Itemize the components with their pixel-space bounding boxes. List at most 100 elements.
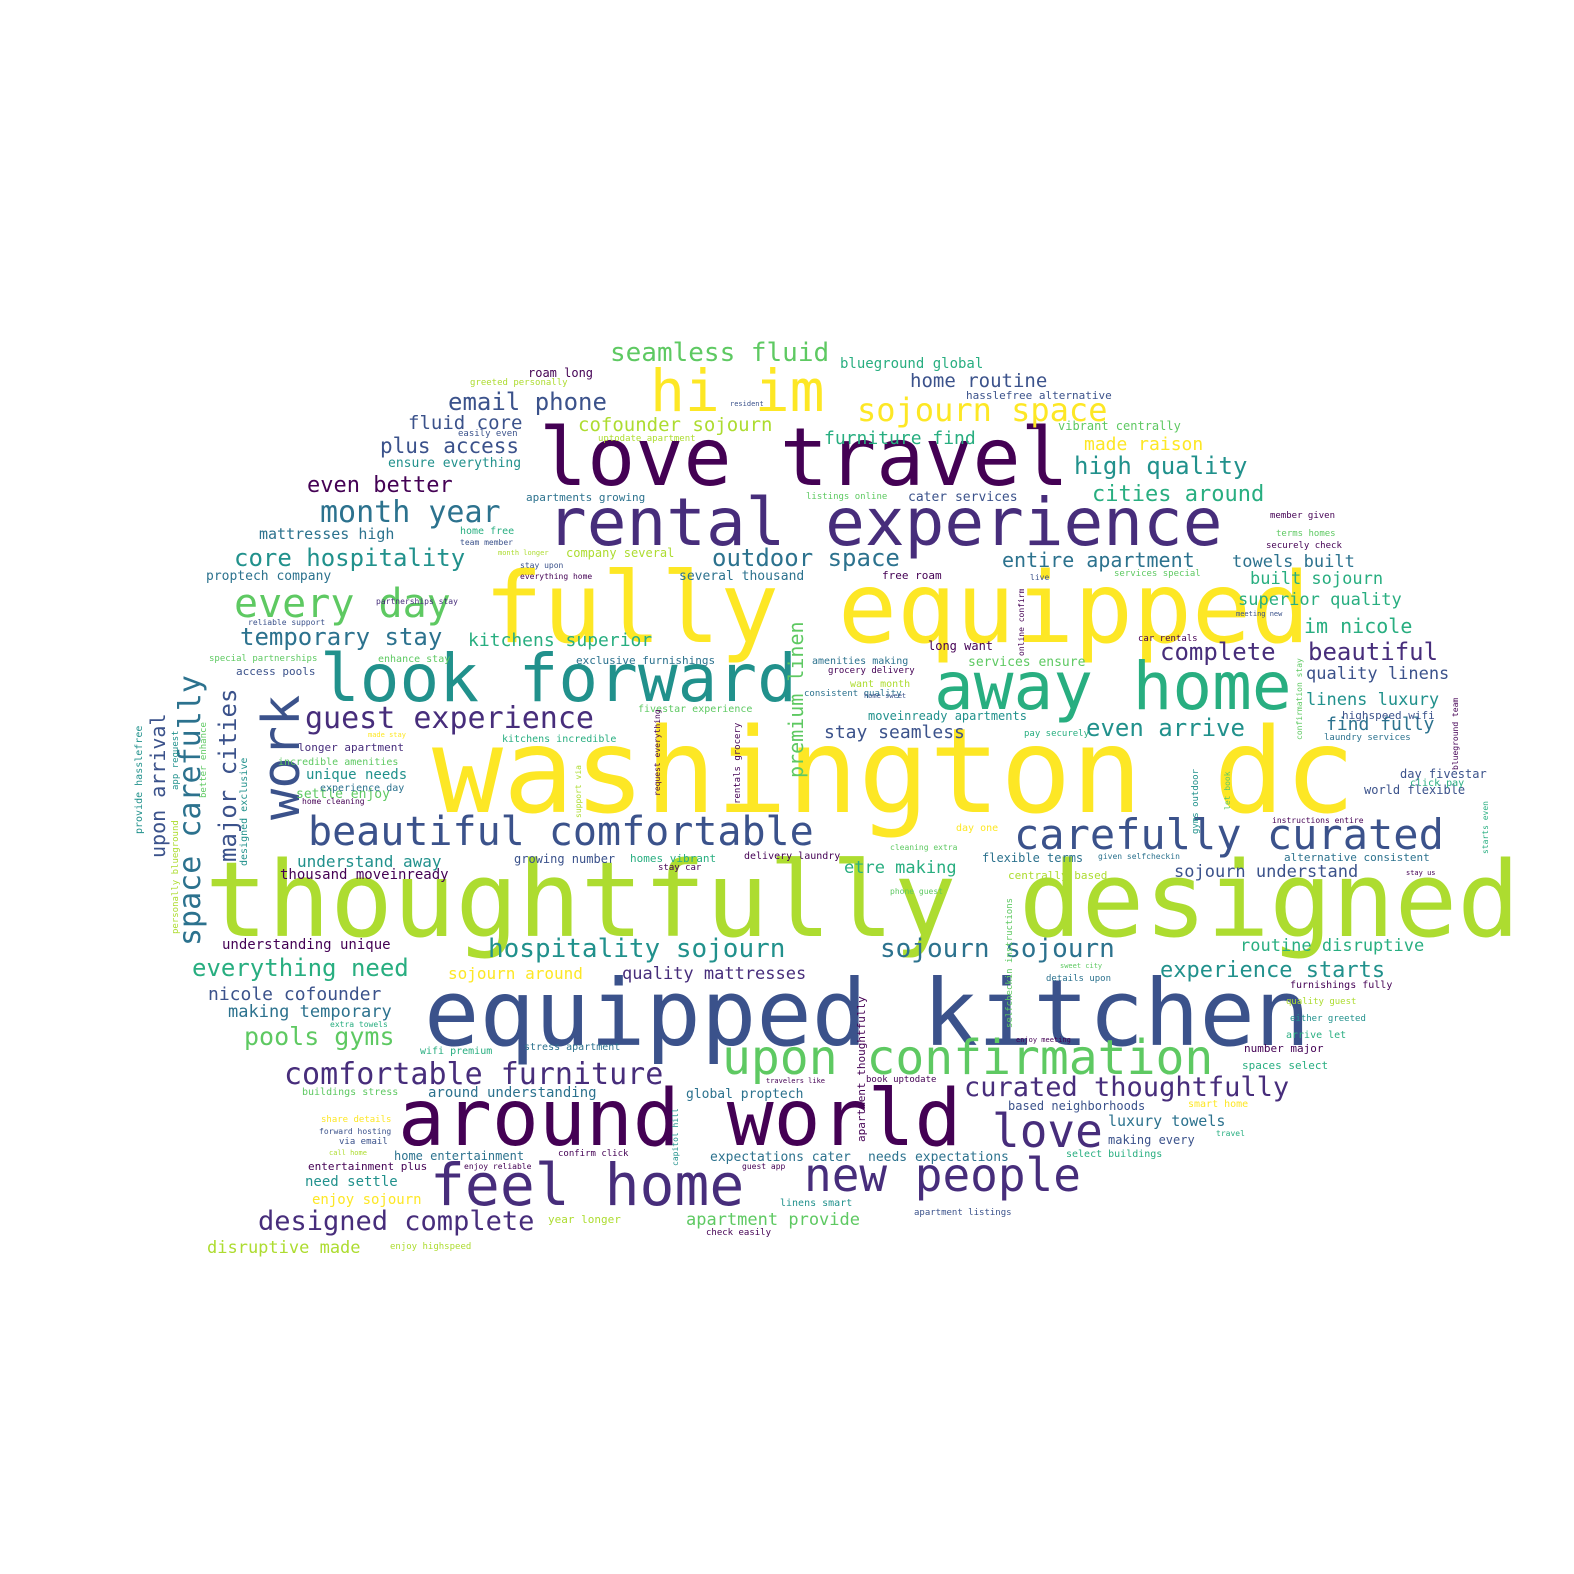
- word: enjoy meeting: [1016, 1036, 1071, 1044]
- word: making temporary: [228, 1002, 392, 1022]
- word: travel: [1216, 1129, 1245, 1138]
- word: delivery laundry: [744, 851, 841, 862]
- word: laundry services: [1324, 733, 1411, 743]
- word: enjoy highspeed: [390, 1242, 472, 1252]
- word: making every: [1108, 1133, 1195, 1147]
- word: access pools: [236, 665, 316, 678]
- word: made raison: [1084, 434, 1204, 455]
- word: comfortable furniture: [284, 1057, 664, 1092]
- word: enhance stay: [378, 654, 451, 665]
- word: washington dc: [432, 702, 1356, 840]
- word: day one: [956, 823, 999, 834]
- word: starts even: [1481, 801, 1490, 854]
- word: thoughtfully designed: [205, 839, 1520, 961]
- word: highspeed wifi: [1342, 709, 1435, 722]
- word: arrive let: [1286, 1030, 1347, 1041]
- word: roam long: [528, 366, 594, 380]
- word: amenities making: [812, 656, 909, 667]
- word: live: [1030, 573, 1050, 582]
- word: apartments growing: [526, 491, 646, 504]
- word: confirmation stay: [1295, 658, 1304, 740]
- word: premium linen: [784, 621, 808, 778]
- word: core hospitality: [234, 544, 466, 572]
- word: furnishings fully: [1290, 980, 1393, 991]
- word: beautiful: [1308, 638, 1439, 666]
- word: carefully curated: [1014, 810, 1444, 859]
- word: home free: [460, 526, 515, 537]
- word: online confirm: [1017, 588, 1026, 656]
- word: linens luxury: [1306, 690, 1440, 710]
- word: outdoor space: [712, 544, 900, 572]
- word: apartment thoughtfully: [855, 996, 868, 1142]
- word: designed complete: [258, 1206, 535, 1237]
- word: experience day: [320, 783, 405, 794]
- word: feel home: [430, 1151, 745, 1219]
- word: wifi premium: [420, 1046, 493, 1057]
- word: quality linens: [1306, 664, 1450, 684]
- word: rentals grocery: [733, 722, 743, 804]
- word: understand away: [297, 852, 442, 871]
- word: towels built: [1232, 552, 1355, 572]
- word: stay upon: [520, 561, 564, 570]
- word: expectations cater: [710, 1150, 851, 1165]
- word: quality guest: [1286, 997, 1357, 1007]
- word: enjoy sojourn: [312, 1192, 422, 1208]
- word: uptodate apartment: [598, 434, 696, 444]
- word: resident: [730, 400, 764, 408]
- word: provide hasslefree: [134, 725, 145, 834]
- word: home cleaning: [302, 797, 365, 806]
- word: buildings stress: [302, 1087, 399, 1098]
- word: kitchens incredible: [502, 734, 617, 745]
- word: share details: [321, 1115, 392, 1125]
- word: blueground team: [1451, 697, 1460, 770]
- word: nicole cofounder: [208, 984, 382, 1005]
- word: major cities: [214, 688, 242, 862]
- word: growing number: [514, 852, 616, 866]
- word: superior quality: [1238, 590, 1402, 610]
- word: year longer: [548, 1213, 621, 1226]
- word: even better: [307, 473, 453, 498]
- word: email phone: [448, 388, 607, 416]
- word: cleaning extra: [890, 843, 958, 852]
- word: special partnerships: [209, 654, 318, 664]
- word: stay seamless: [824, 722, 965, 743]
- word: travelers like: [766, 1077, 826, 1085]
- word: guest app: [742, 1162, 786, 1171]
- word: upon arrival: [146, 713, 170, 859]
- word: select buildings: [1066, 1149, 1163, 1160]
- word: settle enjoy: [296, 787, 390, 802]
- word: sojourn understand: [1174, 862, 1359, 882]
- word: entertainment plus: [308, 1160, 428, 1173]
- word: hasslefree alternative: [966, 389, 1112, 402]
- word: book uptodate: [866, 1075, 937, 1085]
- word: exclusive furnishings: [576, 654, 716, 667]
- word: pools gyms: [244, 1022, 395, 1051]
- word: incredible amenities: [278, 757, 399, 768]
- word: day fivestar: [1400, 767, 1487, 781]
- word: around understanding: [428, 1085, 597, 1101]
- word: quality mattresses: [622, 964, 807, 984]
- word: meeting new: [1236, 610, 1283, 618]
- word: team member: [460, 538, 513, 547]
- word: vibrant centrally: [1058, 419, 1181, 433]
- word: sojourn sojourn: [880, 934, 1115, 964]
- word: look forward: [320, 640, 797, 717]
- word: phone guest: [890, 887, 943, 896]
- word: long want: [928, 639, 994, 653]
- word: sojourn around: [448, 964, 583, 983]
- word: complete: [1160, 638, 1276, 666]
- word: equipped kitchen: [424, 960, 1311, 1067]
- word: listings online: [806, 492, 888, 502]
- word: kitchens superior: [468, 630, 653, 651]
- word: everything need: [192, 954, 409, 982]
- word: app request: [171, 730, 181, 790]
- word: given selfcheckin: [1098, 852, 1180, 861]
- word: seamless fluid: [610, 338, 830, 368]
- word: terms homes: [1276, 529, 1336, 539]
- word: disruptive made: [207, 1238, 361, 1258]
- word: centrally based: [1008, 869, 1108, 882]
- word: everything home: [520, 572, 593, 581]
- word: free roam: [882, 569, 942, 582]
- word: pay securely: [1024, 729, 1090, 739]
